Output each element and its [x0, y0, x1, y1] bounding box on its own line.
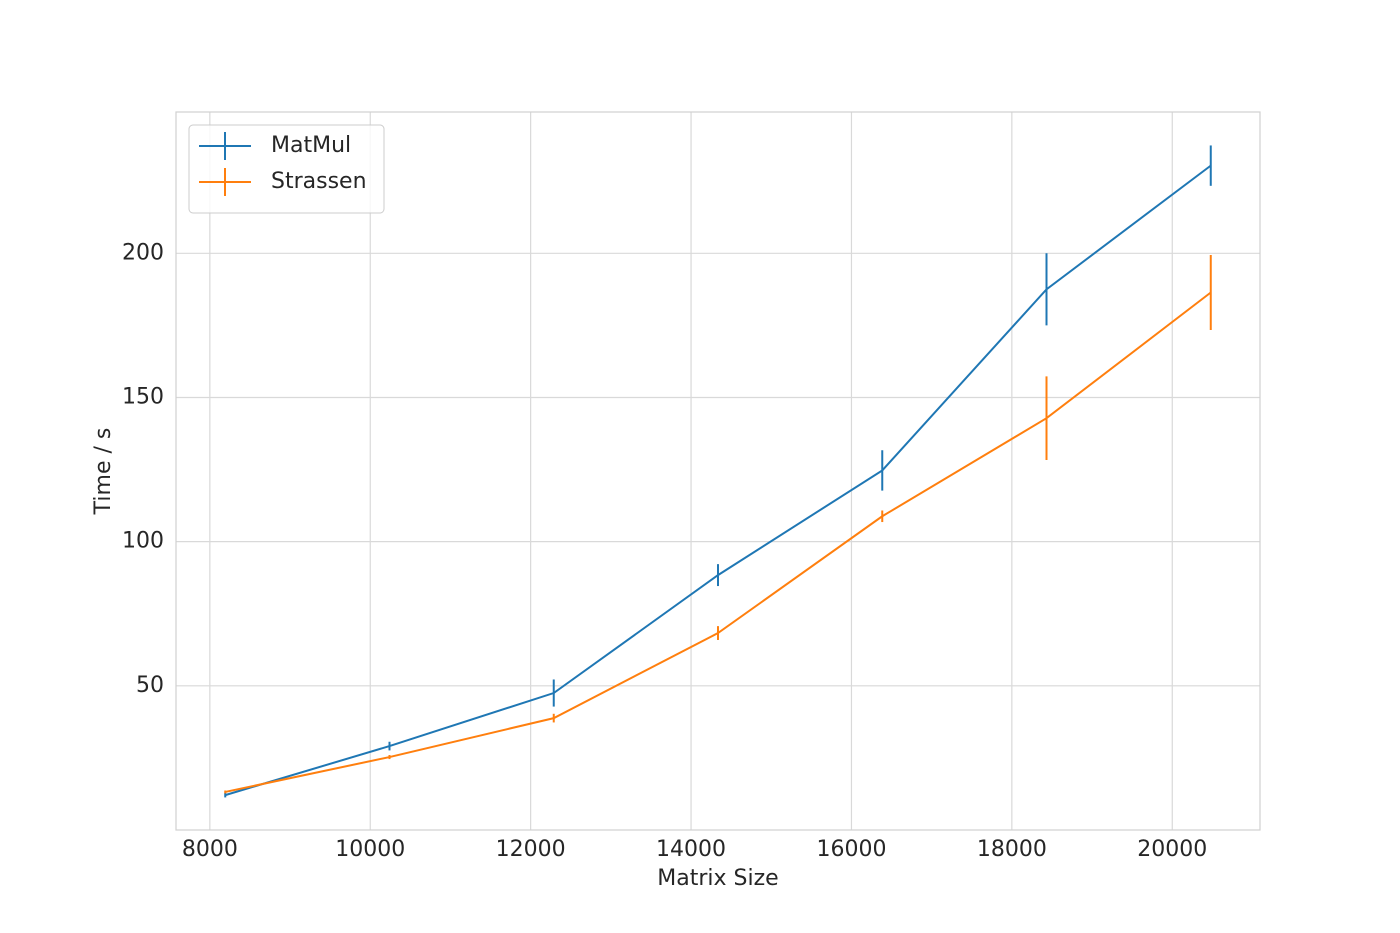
x-tick-label: 8000: [182, 837, 238, 862]
x-tick-label: 16000: [816, 837, 886, 862]
x-tick-label: 18000: [977, 837, 1047, 862]
x-tick-label: 12000: [496, 837, 566, 862]
plot-frame: [175, 111, 1261, 831]
x-tick-label: 20000: [1137, 837, 1207, 862]
x-tick-label: 14000: [656, 837, 726, 862]
y-tick-label: 50: [136, 673, 164, 698]
legend-label: MatMul: [271, 133, 351, 158]
x-tick-label: 10000: [335, 837, 405, 862]
series-line: [224, 164, 1212, 797]
y-axis-label: Time / s: [91, 428, 116, 516]
legend-label: Strassen: [271, 169, 367, 194]
y-tick-label: 200: [122, 240, 164, 265]
y-tick-label: 100: [122, 529, 164, 554]
x-axis-label: Matrix Size: [657, 866, 778, 891]
y-tick-label: 150: [122, 384, 164, 409]
